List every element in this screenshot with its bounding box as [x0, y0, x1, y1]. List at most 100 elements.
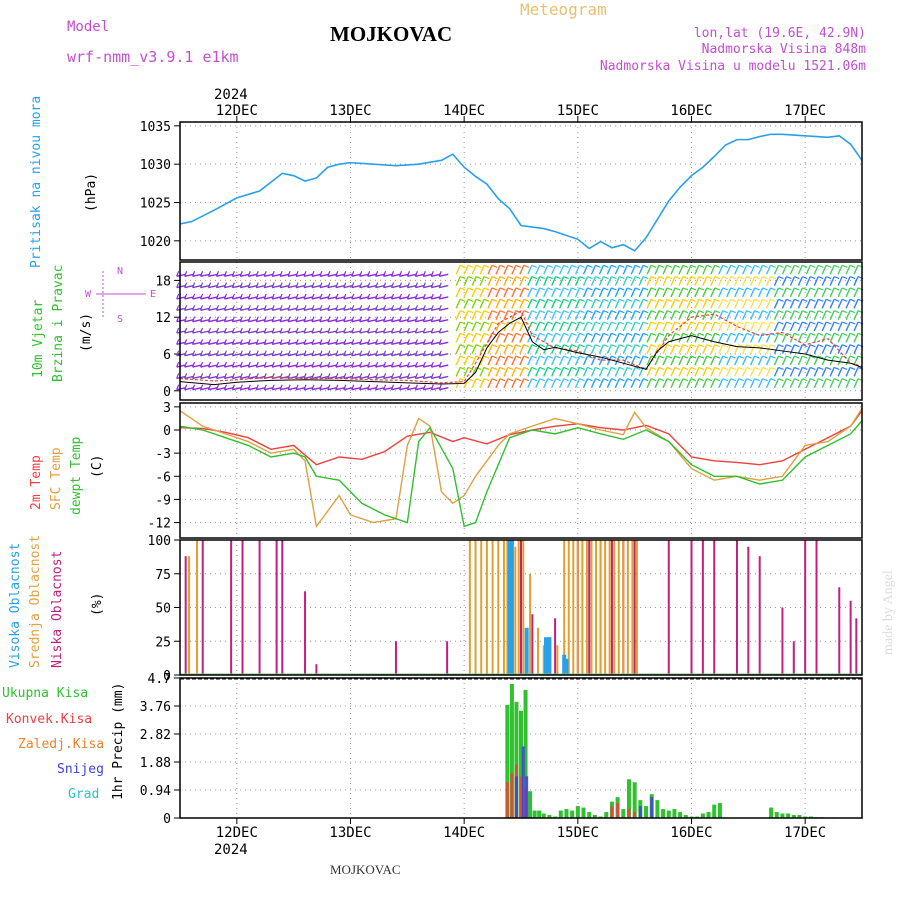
- wind-barb-flag: [422, 327, 426, 334]
- wind-barb: [224, 284, 234, 289]
- wind-barb-flag: [706, 355, 713, 359]
- wind-barb: [176, 341, 186, 346]
- wind-barb-flag: [382, 316, 387, 322]
- wind-barb: [279, 341, 290, 346]
- wind-barb: [423, 330, 433, 334]
- wind-barb-flag: [475, 310, 482, 314]
- wind-barb-flag: [184, 327, 188, 334]
- wind-barb: [678, 367, 684, 377]
- wind-barb: [797, 378, 803, 389]
- wind-barb: [471, 333, 477, 343]
- y-tick-label: 75: [155, 568, 171, 583]
- wind-barb-flag: [459, 310, 466, 314]
- wind-barb: [311, 341, 322, 346]
- wind-barb-flag: [531, 366, 538, 370]
- wind-barb-flag: [658, 264, 665, 268]
- wind-barb-flag: [818, 298, 824, 302]
- wind-barb: [574, 264, 581, 275]
- wind-barb: [383, 341, 393, 346]
- wind-barb: [853, 367, 859, 377]
- wind-barb: [654, 321, 660, 332]
- wind-barb-flag: [475, 378, 482, 382]
- wind-barb: [423, 307, 433, 311]
- wind-barb-flag: [794, 264, 800, 268]
- wind-barb-flag: [263, 305, 267, 311]
- wind-barb-flag: [810, 366, 816, 370]
- cloud-low-bar: [792, 641, 795, 675]
- wind-barb-flag: [563, 276, 569, 280]
- wind-barb: [670, 355, 676, 366]
- wind-barb: [829, 299, 835, 309]
- wind-barb: [614, 367, 620, 377]
- wind-barb: [287, 284, 298, 289]
- wind-barb: [543, 276, 549, 286]
- wind-barb: [208, 307, 218, 311]
- wind-barb: [551, 321, 557, 332]
- wind-barb: [686, 344, 692, 354]
- wind-barb-flag: [794, 321, 800, 325]
- wind-barb: [805, 321, 811, 332]
- wind-barb: [686, 287, 692, 298]
- wind-barb-flag: [287, 271, 291, 277]
- precip-legend-conv: Konvek.Kisa: [6, 712, 93, 727]
- wind-barb-flag: [255, 305, 259, 311]
- wind-barb: [391, 318, 401, 323]
- wind-barb: [224, 375, 234, 380]
- wind-barb: [479, 367, 485, 377]
- wind-barb: [551, 333, 557, 343]
- cloud-low-bar: [241, 540, 244, 675]
- wind-barb-flag: [738, 366, 744, 370]
- wind-barb: [686, 264, 692, 275]
- wind-barb: [415, 375, 425, 380]
- wind-barb: [463, 321, 469, 332]
- wind-barb: [503, 367, 509, 377]
- wind-barb: [256, 387, 266, 391]
- precip-total-bar: [797, 815, 802, 818]
- wind-barb: [383, 318, 393, 323]
- wind-barb: [264, 296, 274, 300]
- wind-barb: [208, 318, 218, 323]
- wind-barb-flag: [698, 355, 705, 359]
- wind-barb: [248, 375, 258, 380]
- wind-barb: [343, 353, 353, 357]
- wind-barb-flag: [833, 378, 840, 382]
- wind-barb-flag: [390, 327, 395, 334]
- wind-barb-flag: [475, 321, 482, 325]
- wind-barb-flag: [430, 384, 434, 390]
- wind-barb: [630, 287, 636, 298]
- wind-barb-flag: [367, 339, 371, 345]
- compass-e-label: E: [150, 289, 156, 300]
- wind-barb: [367, 296, 377, 300]
- wind-barb-flag: [635, 264, 641, 268]
- wind-barb-flag: [738, 344, 744, 348]
- wind-barb: [694, 276, 700, 286]
- wind-barb: [654, 264, 660, 275]
- wind-barb: [749, 299, 756, 309]
- wind-barb: [423, 387, 433, 391]
- wind-barb: [176, 364, 186, 368]
- wind-barb: [192, 284, 202, 289]
- wind-barb: [272, 341, 282, 346]
- wind-barb-flag: [398, 373, 403, 379]
- cloud-low-bar: [531, 614, 534, 675]
- wind-barb: [295, 330, 306, 334]
- wind-barb: [638, 310, 644, 320]
- wind-barb: [742, 378, 748, 389]
- wind-barb: [415, 318, 425, 323]
- wind-barb-flag: [650, 298, 657, 302]
- wind-barb: [343, 307, 353, 311]
- wind-barb-flag: [271, 361, 275, 368]
- wind-barb: [742, 287, 748, 298]
- wind-barb-flag: [531, 310, 538, 314]
- wind-barb-flag: [207, 293, 212, 300]
- wind-barb-flag: [547, 378, 553, 382]
- wind-barb-flag: [794, 366, 800, 370]
- wind-barb: [742, 299, 748, 309]
- wind-barb-flag: [467, 321, 474, 325]
- wind-barb-flag: [430, 316, 434, 322]
- wind-barb: [327, 375, 338, 380]
- wind-barb: [200, 307, 210, 311]
- wind-barb-flag: [666, 276, 673, 280]
- wind-barb-flag: [414, 305, 418, 311]
- wind-barb: [797, 367, 803, 377]
